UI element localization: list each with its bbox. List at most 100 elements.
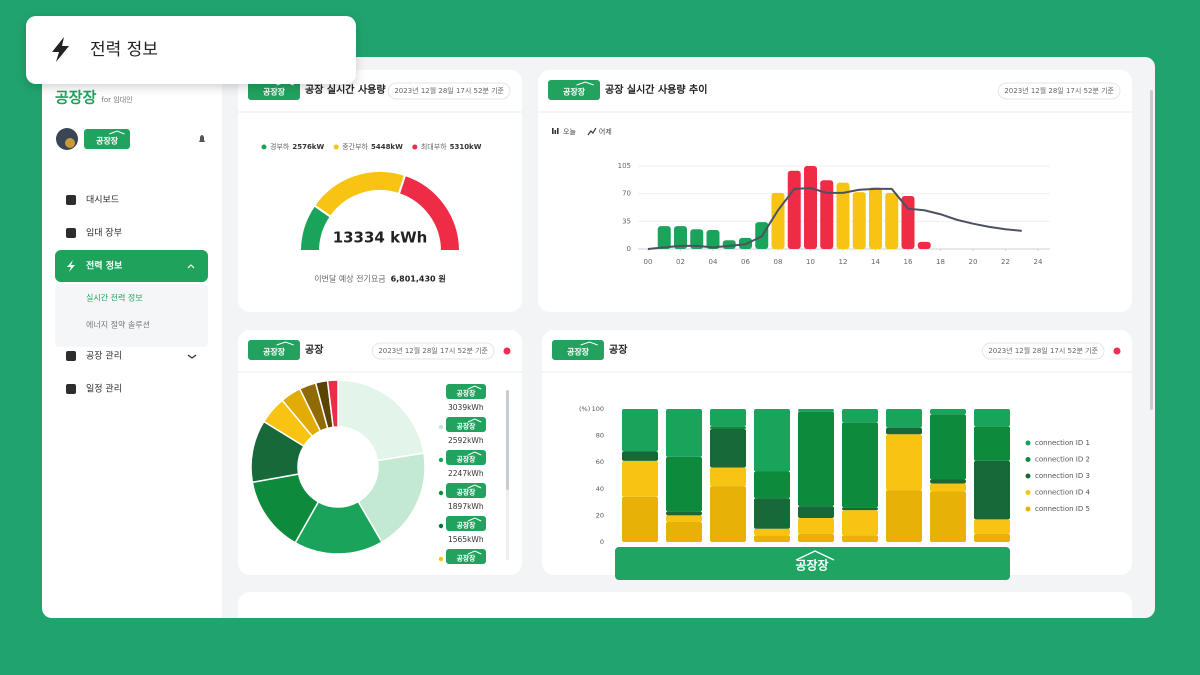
footer-label: 이번달 예상 전기요금 [314,274,385,284]
card [238,592,1132,618]
bar-segment [798,411,834,507]
bar-segment [974,460,1010,520]
y-tick-label: 105 [618,162,631,170]
bar-segment [798,409,834,412]
submenu-label: 실시간 전력 정보 [86,293,143,303]
menu-label: 일정 관리 [86,384,122,395]
x-tick-label: 24 [1034,258,1043,266]
bar-segment [930,409,966,415]
legend-label: 중간부하 [342,142,368,151]
legend-value: 2592kWh [448,436,484,445]
badge: 공장장 [446,450,486,465]
card: 공장장 공장 실시간 사용량 추이 2023년 12월 28일 17시 52분 기준… [538,70,1132,312]
badge-text: 공장장 [457,554,476,563]
badge-text: 공장장 [457,455,476,464]
legend-label: 어제 [599,127,612,136]
badge-roof [467,418,482,423]
badge-bg [446,450,486,465]
card-bg [538,70,1132,312]
legend-label: connection ID 5 [1035,505,1090,513]
legend-dot [438,490,444,496]
badge: 공장장 [446,417,486,432]
badge-bg [548,80,600,100]
x-tick-label: 16 [904,258,913,266]
badge: 공장장 [548,80,600,100]
tooltip-title: 전력 정보 [90,40,158,60]
x-tick-label: 20 [969,258,978,266]
bar [674,226,687,249]
badge-bg [446,549,486,564]
badge-roof [467,451,482,456]
bar-segment [754,471,790,499]
lightning-icon [52,37,69,62]
bar-segment [974,519,1010,535]
status-dot [503,347,511,355]
bar-segment [886,490,922,542]
legend-dot [412,144,418,150]
bar-segment [666,522,702,542]
timestamp-pill [387,82,511,100]
logo: 공장장 [55,89,97,107]
y-tick-label: 40 [596,485,604,493]
menu-chevron [187,354,197,359]
legend-dot [1025,457,1031,462]
legend-dot [438,457,444,463]
timestamp: 2023년 12월 28일 17시 52분 기준 [988,346,1098,355]
legend-value: 1897kWh [448,502,484,511]
overlay-banner [615,547,1010,580]
badge-bg [446,516,486,531]
x-tick-label: 00 [644,258,653,266]
badge-text: 공장장 [457,389,476,398]
menu-item: 대시보드 [66,195,119,206]
y-axis-label: (%) [579,405,590,413]
badge: 공장장 [446,384,486,399]
y-tick-label: 20 [596,511,604,519]
legend-dot [438,424,444,430]
bar-segment [622,496,658,542]
timestamp: 2023년 12월 28일 17시 52분 기준 [394,86,504,95]
bar [706,230,720,249]
bar-segment [798,534,834,542]
legend-dot [1025,473,1031,479]
badge: 공장장 [84,129,130,149]
legend-label: 최대부하 [421,142,447,151]
y-tick-label: 80 [596,432,604,440]
card-title: 공장 실시간 사용량 추이 [605,83,707,96]
legend-dot [438,523,444,529]
banner-text: 공장장 [795,559,828,573]
bar-segment [798,518,834,535]
bar-segment [754,528,790,536]
badge-text: 공장장 [263,347,286,357]
bar-segment [710,426,746,429]
menu-label: 임대 장부 [86,227,122,239]
bar-segment [754,409,790,472]
legend-value: 5310kW [450,143,482,151]
submenu-label: 에너지 절약 솔루션 [86,320,150,330]
bar [869,187,882,249]
y-tick-label: 70 [622,190,631,198]
legend-label: 오늘 [563,128,576,136]
tooltip-bg [26,16,356,84]
bar-segment [666,511,702,516]
bar-segment [930,483,966,492]
legend-label: connection ID 4 [1035,489,1090,497]
menu-icon [66,228,76,238]
legend-dot [333,144,339,150]
y-tick-label: 60 [596,458,604,466]
timestamp: 2023년 12월 28일 17시 52분 기준 [1004,86,1114,95]
tooltip-card: 전력 정보 [26,16,356,84]
bar-segment [710,486,746,542]
bar-segment [710,467,746,487]
timestamp-pill [371,342,495,360]
legend-dot [261,144,267,150]
bar [917,241,931,249]
timestamp: 2023년 12월 28일 17시 52분 기준 [378,346,488,355]
legend-dot [438,556,444,562]
menu-active-bg [55,250,208,282]
y-tick-label: 0 [600,538,604,546]
bar [804,166,817,249]
bar-segment [886,434,922,491]
avatar-accent [65,138,75,148]
timestamp-pill [997,82,1121,100]
bar-segment [886,427,922,435]
